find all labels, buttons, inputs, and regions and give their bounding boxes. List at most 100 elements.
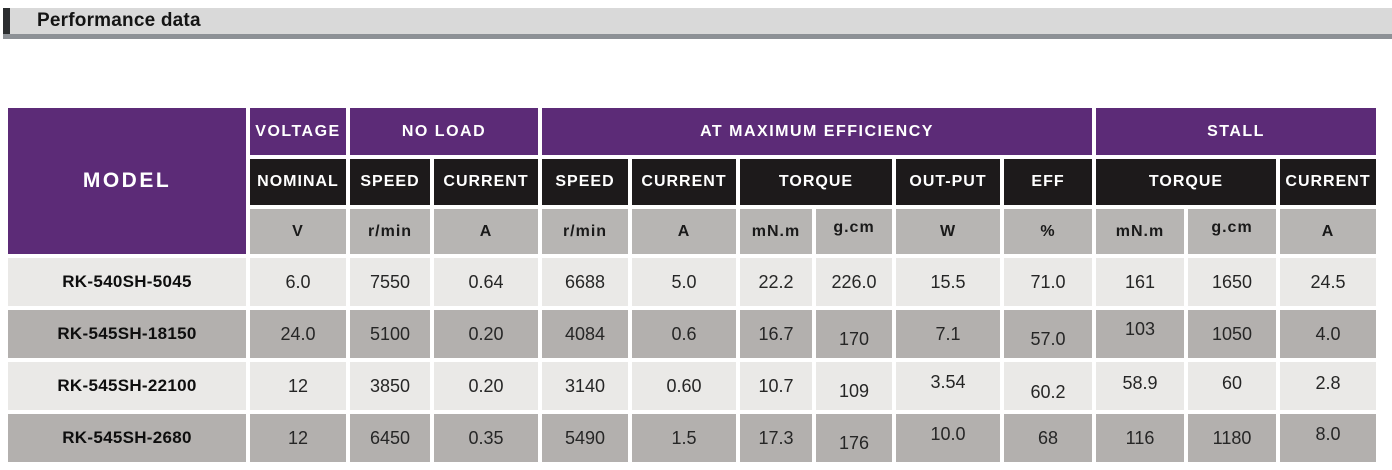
data-cell: 17.3 [740, 414, 812, 462]
unit-a: A [434, 209, 538, 254]
data-cell-label: 6450 [369, 427, 411, 448]
unit-r-min: r/min [350, 209, 430, 254]
data-cell-label: 3.54 [930, 371, 966, 392]
data-cell-label: 16.7 [758, 323, 794, 344]
data-cell-label: 0.6 [671, 323, 697, 344]
data-cell: 10.0 [896, 414, 1000, 462]
data-cell: 7.1 [896, 310, 1000, 358]
data-cell-label: 4.0 [1315, 323, 1341, 344]
data-cell: 60.2 [1004, 362, 1092, 410]
data-cell-label: 17.3 [758, 427, 794, 448]
data-cell-label: 4084 [564, 323, 606, 344]
data-cell: 226.0 [816, 258, 892, 306]
data-cell: 161 [1096, 258, 1184, 306]
sub-header-nominal: NOMINAL [250, 159, 346, 205]
section-title: Performance data [37, 10, 201, 31]
data-cell: 68 [1004, 414, 1092, 462]
data-cell-label: 5490 [564, 427, 606, 448]
data-cell: 57.0 [1004, 310, 1092, 358]
data-cell: 12 [250, 362, 346, 410]
unit-w-label: W [939, 222, 957, 240]
data-cell-label: 170 [838, 328, 870, 349]
data-cell-label: 161 [1124, 271, 1156, 292]
data-cell-label: 57.0 [1030, 328, 1066, 349]
data-cell-label: 109 [838, 380, 870, 401]
unit-a: A [1280, 209, 1376, 254]
unit-g-cm-label: g.cm [1211, 218, 1253, 236]
header-group-at-maximum-efficiency-label: AT MAXIMUM EFFICIENCY [700, 122, 934, 140]
data-cell-label: 24.0 [280, 323, 316, 344]
data-cell: 4.0 [1280, 310, 1376, 358]
unit-r-min-label: r/min [562, 222, 608, 240]
data-cell: 170 [816, 310, 892, 358]
model-cell-label: RK-545SH-22100 [57, 376, 197, 395]
data-cell: 24.5 [1280, 258, 1376, 306]
data-cell: 6688 [542, 258, 628, 306]
data-cell-label: 6688 [564, 271, 606, 292]
data-cell-label: 103 [1124, 318, 1156, 339]
header-group-no-load-label: NO LOAD [401, 122, 487, 140]
data-cell: 5.0 [632, 258, 736, 306]
data-cell: 0.20 [434, 310, 538, 358]
data-cell-label: 1050 [1211, 323, 1253, 344]
data-cell: 6.0 [250, 258, 346, 306]
data-cell: 71.0 [1004, 258, 1092, 306]
data-cell: 3.54 [896, 362, 1000, 410]
data-cell-label: 71.0 [1030, 271, 1066, 292]
unit-r-min: r/min [542, 209, 628, 254]
data-cell: 116 [1096, 414, 1184, 462]
data-cell-label: 15.5 [930, 271, 966, 292]
sub-header-current-label: CURRENT [641, 173, 727, 190]
data-cell-label: 60 [1221, 372, 1243, 393]
data-cell-label: 3140 [564, 375, 606, 396]
sub-header-eff-label: EFF [1031, 173, 1065, 190]
data-cell-label: 0.35 [468, 427, 504, 448]
data-cell: 176 [816, 414, 892, 462]
data-cell: 1050 [1188, 310, 1276, 358]
data-cell: 1180 [1188, 414, 1276, 462]
data-cell: 0.64 [434, 258, 538, 306]
data-cell: 0.35 [434, 414, 538, 462]
data-cell-label: 7.1 [935, 323, 961, 344]
data-cell: 60 [1188, 362, 1276, 410]
unit-mn-m: mN.m [1096, 209, 1184, 254]
sub-header-current: CURRENT [632, 159, 736, 205]
header-group-stall: STALL [1096, 108, 1376, 155]
model-cell-label: RK-540SH-5045 [62, 272, 192, 291]
data-cell: 58.9 [1096, 362, 1184, 410]
data-cell-label: 60.2 [1030, 381, 1066, 402]
model-cell: RK-545SH-22100 [8, 362, 246, 410]
performance-table: MODEL VOLTAGE NO LOAD AT MAXIMUM EFFICIENCY… [8, 108, 1376, 462]
unit-a-label: A [677, 222, 691, 240]
unit-mn-m-label: mN.m [1115, 222, 1165, 240]
header-group-at-maximum-efficiency: AT MAXIMUM EFFICIENCY [542, 108, 1092, 155]
header-group-voltage-label: VOLTAGE [255, 122, 341, 140]
data-cell-label: 176 [838, 432, 870, 453]
sub-header-speed: SPEED [542, 159, 628, 205]
unit-a-label: A [1321, 222, 1335, 240]
data-cell-label: 0.64 [468, 271, 504, 292]
sub-header-current: CURRENT [1280, 159, 1376, 205]
data-cell-label: 22.2 [758, 271, 794, 292]
data-cell-label: 5100 [369, 323, 411, 344]
unit-w: W [896, 209, 1000, 254]
data-cell: 103 [1096, 310, 1184, 358]
sub-header-speed: SPEED [350, 159, 430, 205]
data-cell-label: 10.7 [758, 375, 794, 396]
sub-header-speed-label: SPEED [555, 173, 615, 190]
data-cell-label: 24.5 [1310, 271, 1346, 292]
sub-header-out-put: OUT-PUT [896, 159, 1000, 205]
data-cell: 5490 [542, 414, 628, 462]
sub-header-torque-label: TORQUE [1148, 173, 1224, 190]
sub-header-torque: TORQUE [740, 159, 892, 205]
model-column-header: MODEL [8, 108, 246, 254]
unit--label: % [1040, 222, 1056, 240]
data-cell-label: 1650 [1211, 271, 1253, 292]
model-cell: RK-545SH-18150 [8, 310, 246, 358]
header-group-voltage: VOLTAGE [250, 108, 346, 155]
sub-header-current: CURRENT [434, 159, 538, 205]
sub-header-torque: TORQUE [1096, 159, 1276, 205]
data-cell: 16.7 [740, 310, 812, 358]
data-cell: 1650 [1188, 258, 1276, 306]
section-header-bar: Performance data [3, 8, 1392, 39]
